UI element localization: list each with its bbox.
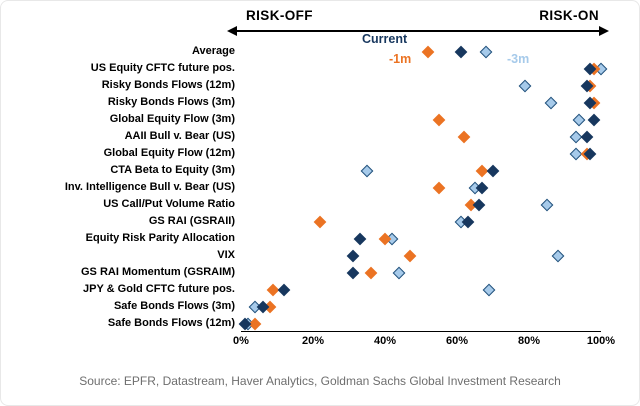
minus-3m-diamond-marker — [393, 266, 406, 279]
category-label: Equity Risk Parity Allocation — [85, 232, 235, 244]
minus-3m-diamond-marker — [483, 283, 496, 296]
category-label: JPY & Gold CFTC future pos. — [83, 283, 235, 295]
category-label: GS RAI (GSRAII) — [148, 215, 235, 227]
minus-3m-diamond-marker — [573, 113, 586, 126]
current-diamond-marker — [580, 130, 593, 143]
legend-minus-1m-label: -1m — [389, 52, 412, 66]
category-label: US Equity CFTC future pos. — [90, 62, 235, 74]
category-labels: Average US Equity CFTC future pos. Risky B… — [1, 43, 235, 332]
category-label: GS RAI Momentum (GSRAIM) — [81, 266, 235, 278]
minus-1m-diamond-marker — [457, 130, 471, 143]
category-label: Average — [191, 45, 235, 57]
category-label: Global Equity Flow (3m) — [109, 113, 235, 125]
minus-1m-diamond-marker — [432, 113, 446, 126]
legend-current-label: Current — [362, 32, 408, 46]
legend-minus-3m-label: -3m — [507, 52, 530, 66]
current-diamond-marker — [475, 181, 489, 194]
minus-3m-diamond-marker — [540, 198, 554, 211]
minus-1m-diamond-marker — [403, 249, 417, 262]
x-tick-label: 80% — [517, 335, 541, 347]
category-label: Safe Bonds Flows (3m) — [113, 300, 235, 312]
category-label: Risky Bonds Flows (12m) — [101, 79, 235, 91]
arrow-line — [235, 30, 601, 32]
minus-3m-diamond-marker — [544, 96, 557, 109]
current-diamond-marker — [472, 198, 485, 211]
current-diamond-marker — [277, 283, 291, 296]
risk-on-label: RISK-ON — [539, 8, 599, 23]
arrow-right-head-icon — [599, 26, 609, 36]
category-label: Global Equity Flow (12m) — [103, 147, 235, 159]
minus-1m-diamond-marker — [313, 215, 327, 228]
minus-3m-diamond-marker — [360, 164, 374, 177]
x-tick-label: 40% — [373, 335, 397, 347]
current-diamond-marker — [587, 113, 601, 126]
minus-1m-diamond-marker — [421, 45, 435, 58]
category-label: AAII Bull v. Bear (US) — [124, 130, 235, 142]
category-label: CTA Beta to Equity (3m) — [110, 164, 235, 176]
current-diamond-marker — [346, 249, 359, 262]
minus-3m-diamond-marker — [519, 79, 532, 92]
category-label: Safe Bonds Flows (12m) — [107, 317, 235, 329]
x-tick-label: 100% — [586, 335, 616, 347]
x-tick-label: 0% — [233, 335, 249, 347]
source-text: Source: EPFR, Datastream, Haver Analytic… — [79, 374, 561, 388]
x-tick-label: 60% — [445, 335, 469, 347]
current-diamond-marker — [486, 164, 500, 177]
risk-off-label: RISK-OFF — [246, 8, 313, 23]
category-label: Risky Bonds Flows (3m) — [107, 96, 235, 108]
plot-area — [238, 43, 608, 332]
minus-3m-diamond-marker — [551, 249, 565, 262]
minus-1m-diamond-marker — [432, 181, 446, 194]
current-diamond-marker — [454, 45, 467, 58]
category-label: Inv. Intelligence Bull v. Bear (US) — [64, 181, 235, 193]
category-label: VIX — [217, 249, 235, 261]
minus-1m-diamond-marker — [364, 266, 377, 279]
minus-3m-diamond-marker — [479, 45, 493, 58]
current-diamond-marker — [353, 232, 367, 245]
current-diamond-marker — [346, 266, 359, 279]
arrow-left-head-icon — [227, 26, 237, 36]
x-axis: 0% 20% 40% 60% 80% 100% — [233, 335, 615, 349]
category-label: US Call/Put Volume Ratio — [103, 198, 235, 210]
x-tick-label: 20% — [301, 335, 325, 347]
